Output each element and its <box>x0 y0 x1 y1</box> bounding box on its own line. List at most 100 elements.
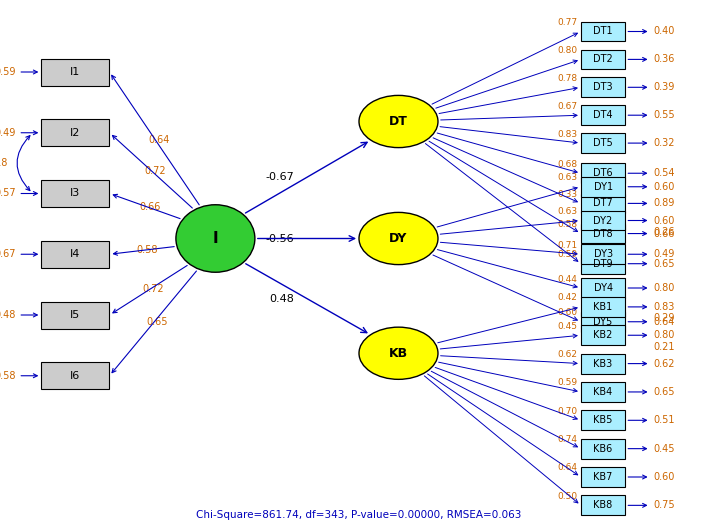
Ellipse shape <box>359 96 438 148</box>
Text: 0.48: 0.48 <box>0 310 16 320</box>
FancyBboxPatch shape <box>581 133 625 153</box>
Text: DY: DY <box>389 232 408 245</box>
FancyBboxPatch shape <box>581 297 625 317</box>
Text: 0.29: 0.29 <box>653 313 675 323</box>
Text: 0.66: 0.66 <box>139 201 160 211</box>
FancyBboxPatch shape <box>581 410 625 430</box>
Text: 0.62: 0.62 <box>557 350 577 359</box>
FancyBboxPatch shape <box>581 105 625 125</box>
Text: 0.62: 0.62 <box>653 359 675 369</box>
Text: DY5: DY5 <box>594 317 612 327</box>
Text: 0.72: 0.72 <box>145 167 167 176</box>
FancyBboxPatch shape <box>581 382 625 402</box>
Text: 0.66: 0.66 <box>653 229 675 239</box>
Text: DY2: DY2 <box>594 216 612 226</box>
FancyBboxPatch shape <box>581 439 625 458</box>
Text: 0.36: 0.36 <box>653 54 675 64</box>
Text: 0.65: 0.65 <box>653 259 675 269</box>
Text: 0.45: 0.45 <box>557 322 577 331</box>
Text: DY1: DY1 <box>594 182 612 192</box>
Text: -0.67: -0.67 <box>265 172 294 182</box>
Text: DY4: DY4 <box>594 283 612 293</box>
Text: 0.80: 0.80 <box>653 330 675 340</box>
Text: 0.48: 0.48 <box>269 293 294 304</box>
Ellipse shape <box>359 212 438 265</box>
Text: 0.59: 0.59 <box>557 250 577 259</box>
Text: 0.60: 0.60 <box>557 309 577 317</box>
FancyBboxPatch shape <box>581 21 625 41</box>
FancyBboxPatch shape <box>41 241 109 268</box>
Text: 0.80: 0.80 <box>557 46 577 55</box>
Text: 0.57: 0.57 <box>0 188 16 198</box>
Text: 0.63: 0.63 <box>557 207 577 216</box>
FancyBboxPatch shape <box>581 223 625 243</box>
FancyBboxPatch shape <box>581 163 625 183</box>
Text: 0.45: 0.45 <box>653 444 675 454</box>
Text: 0.65: 0.65 <box>653 387 675 397</box>
Text: KB4: KB4 <box>594 387 612 397</box>
Text: 0.51: 0.51 <box>653 416 675 425</box>
Text: 0.26: 0.26 <box>653 227 675 237</box>
FancyBboxPatch shape <box>41 362 109 389</box>
Text: 0.67: 0.67 <box>557 102 577 111</box>
Text: DT2: DT2 <box>593 54 613 64</box>
Text: DT4: DT4 <box>593 110 613 120</box>
FancyBboxPatch shape <box>41 119 109 146</box>
FancyBboxPatch shape <box>581 495 625 515</box>
Text: 0.58: 0.58 <box>0 371 16 381</box>
Text: 0.68: 0.68 <box>557 160 577 169</box>
Text: I: I <box>213 231 218 246</box>
Text: I4: I4 <box>70 249 80 259</box>
Text: 0.71: 0.71 <box>557 241 577 250</box>
FancyBboxPatch shape <box>581 354 625 374</box>
Text: 0.74: 0.74 <box>557 435 577 444</box>
Text: 0.83: 0.83 <box>557 129 577 139</box>
Text: 0.40: 0.40 <box>653 27 675 37</box>
Text: 0.55: 0.55 <box>653 110 675 120</box>
Text: KB6: KB6 <box>594 444 612 454</box>
Ellipse shape <box>359 327 438 379</box>
Text: 0.60: 0.60 <box>653 182 675 192</box>
FancyBboxPatch shape <box>581 278 625 298</box>
Text: 0.64: 0.64 <box>148 135 169 145</box>
Text: 0.75: 0.75 <box>653 501 675 511</box>
Text: DT: DT <box>389 115 408 128</box>
Text: I2: I2 <box>70 128 80 138</box>
Text: 0.39: 0.39 <box>653 82 675 92</box>
Text: KB1: KB1 <box>594 302 612 312</box>
Text: -0.56: -0.56 <box>266 233 294 243</box>
Text: DT5: DT5 <box>593 138 613 148</box>
Text: 0.42: 0.42 <box>557 293 577 302</box>
Text: 0.77: 0.77 <box>557 18 577 27</box>
Text: 0.60: 0.60 <box>653 216 675 226</box>
Text: 0.49: 0.49 <box>0 128 16 138</box>
Text: 0.64: 0.64 <box>653 317 675 327</box>
Text: DT1: DT1 <box>593 27 613 37</box>
Text: 0.59: 0.59 <box>557 378 577 387</box>
FancyBboxPatch shape <box>581 254 625 274</box>
Text: 0.44: 0.44 <box>557 275 577 283</box>
FancyBboxPatch shape <box>581 467 625 487</box>
FancyBboxPatch shape <box>581 312 625 331</box>
Text: 0.89: 0.89 <box>653 198 675 208</box>
Text: KB5: KB5 <box>594 416 612 425</box>
Text: DT6: DT6 <box>593 168 613 178</box>
Text: KB7: KB7 <box>594 472 612 482</box>
Text: 0.21: 0.21 <box>653 341 675 351</box>
Text: 0.83: 0.83 <box>653 302 675 312</box>
Text: 0.58: 0.58 <box>557 220 577 229</box>
Text: DT8: DT8 <box>593 229 613 239</box>
Text: 0.64: 0.64 <box>557 464 577 472</box>
Text: 0.67: 0.67 <box>0 249 16 259</box>
Text: 0.54: 0.54 <box>653 168 675 178</box>
Text: I6: I6 <box>70 371 80 381</box>
Ellipse shape <box>176 205 255 272</box>
Text: 0.59: 0.59 <box>0 67 16 77</box>
Text: 0.78: 0.78 <box>557 74 577 83</box>
FancyBboxPatch shape <box>41 58 109 86</box>
FancyBboxPatch shape <box>581 77 625 97</box>
Text: I5: I5 <box>70 310 80 320</box>
Text: KB8: KB8 <box>594 501 612 511</box>
Text: 0.60: 0.60 <box>653 472 675 482</box>
Text: KB3: KB3 <box>594 359 612 369</box>
